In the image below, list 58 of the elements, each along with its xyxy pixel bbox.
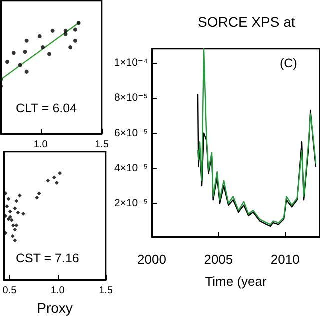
point <box>8 215 12 220</box>
point <box>48 52 52 56</box>
x-axis-title: Proxy <box>37 300 73 316</box>
x-tick-label: 1.0 <box>34 140 48 150</box>
y-tick-label: 1×10⁻⁴ <box>114 57 148 70</box>
point <box>13 206 18 211</box>
x-tick-label: 0.5 <box>2 286 18 297</box>
y-tick-label: 6×10⁻⁵ <box>114 127 148 140</box>
line-series <box>197 94 317 228</box>
point <box>24 38 29 43</box>
point <box>41 46 46 50</box>
point <box>18 194 22 198</box>
point <box>64 32 68 36</box>
point <box>54 180 59 185</box>
x-tick-label: 2005 <box>204 252 234 267</box>
point <box>13 238 18 243</box>
point <box>16 210 20 215</box>
point <box>46 178 50 183</box>
point <box>50 28 55 33</box>
point <box>73 38 78 43</box>
point <box>22 212 26 216</box>
x-tick-label: 2000 <box>138 252 166 267</box>
annotation: CLT = 6.04 <box>16 102 78 116</box>
x-tick-label: 1.5 <box>95 140 110 150</box>
point <box>0 84 3 88</box>
point <box>10 218 14 222</box>
x-tick-label: 1.5 <box>99 286 114 297</box>
point <box>13 228 18 232</box>
point <box>37 192 42 196</box>
y-tick-label: 2×10⁻⁵ <box>114 198 148 210</box>
annotation: CST = 7.16 <box>16 252 80 266</box>
x-tick-label: 2010 <box>270 252 300 267</box>
point <box>38 34 42 38</box>
point <box>18 63 22 68</box>
point <box>58 171 62 176</box>
point <box>8 210 12 214</box>
point <box>73 28 78 32</box>
y-tick-label: 4×10⁻⁵ <box>114 162 148 174</box>
line-series <box>197 48 317 226</box>
point <box>12 51 16 56</box>
annotation: (C) <box>280 56 298 70</box>
point <box>35 196 40 200</box>
chart-title: SORCE XPS at <box>198 14 296 30</box>
point <box>14 224 19 228</box>
point <box>52 176 56 180</box>
point <box>11 224 16 228</box>
point <box>68 46 73 50</box>
point <box>6 217 11 222</box>
point <box>5 204 10 208</box>
point <box>5 60 10 64</box>
point <box>24 70 29 74</box>
point <box>10 234 15 238</box>
point <box>6 196 11 201</box>
x-tick-label: 1.0 <box>50 286 66 297</box>
x-axis-title: Time (year <box>205 274 268 289</box>
point <box>23 50 28 54</box>
y-tick-label: 8×10⁻⁵ <box>114 92 148 104</box>
point <box>14 199 19 204</box>
